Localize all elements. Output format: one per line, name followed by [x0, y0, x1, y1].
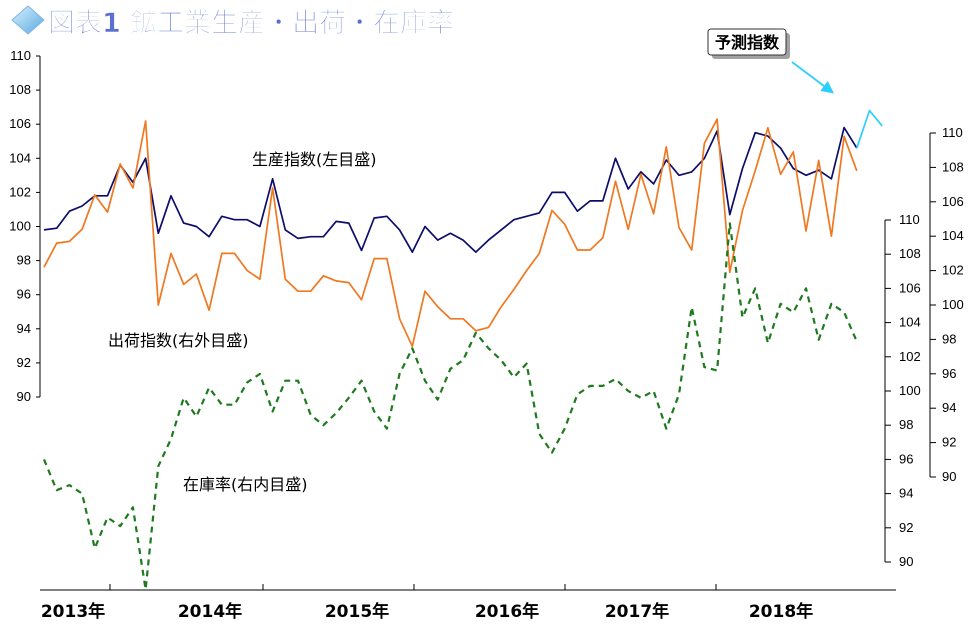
inventory-label: 在庫率(右内目盛)	[183, 475, 308, 494]
right-outer-tick-label: 98	[942, 331, 956, 346]
forecast-label: 予測指数	[715, 33, 780, 52]
inventory-series-line	[42, 222, 858, 591]
x-tick-label: 2015年	[325, 601, 389, 622]
x-tick-label: 2018年	[749, 601, 813, 622]
shipment-label: 出荷指数(右外目盛)	[108, 331, 249, 350]
left-tick-label: 102	[9, 184, 31, 199]
right-inner-tick-label: 90	[899, 554, 913, 569]
forecast-callout: 予測指数	[707, 28, 835, 94]
left-tick-label: 100	[9, 219, 31, 234]
production-label: 生産指数(左目盛)	[252, 150, 377, 169]
right-inner-tick-label: 106	[899, 280, 921, 295]
right-inner-tick-label: 96	[899, 451, 913, 466]
diamond-icon	[11, 5, 45, 35]
right-outer-tick-label: 96	[942, 366, 956, 381]
forecast-label-box	[707, 28, 787, 56]
left-tick-label: 110	[10, 48, 31, 63]
left-tick-label: 98	[17, 253, 31, 268]
right-outer-tick-label: 110	[942, 125, 963, 140]
right-inner-tick-label: 102	[899, 349, 921, 364]
production-series-line	[43, 126, 858, 253]
right-outer-tick-label: 90	[942, 469, 956, 484]
right-inner-tick-label: 108	[899, 246, 921, 261]
chart-title: 図表1 鉱工業生産・出荷・在庫率	[11, 5, 454, 39]
x-tick-label: 2013年	[41, 601, 105, 622]
left-tick-label: 90	[17, 389, 31, 404]
left-tick-label: 94	[17, 321, 31, 336]
shipment-series-line	[43, 118, 858, 348]
right-inner-axis-ticks: 90 92 94 96 98 100 102 104 106 108 110	[885, 212, 921, 569]
right-inner-tick-label: 98	[899, 417, 913, 432]
right-outer-tick-label: 102	[942, 263, 964, 278]
forecast-arrow	[791, 61, 835, 94]
right-inner-tick-label: 100	[899, 383, 921, 398]
right-inner-tick-label: 94	[899, 486, 913, 501]
right-outer-tick-label: 94	[942, 400, 956, 415]
x-tick-label: 2014年	[178, 601, 242, 622]
left-tick-label: 108	[9, 82, 31, 97]
right-inner-tick-label: 92	[899, 520, 913, 535]
right-outer-tick-label: 108	[942, 159, 964, 174]
x-tick-label: 2017年	[605, 601, 669, 622]
left-axis-ticks: 90 92 94 96 98 100 102 104 106 108 110	[9, 48, 40, 404]
x-tick-label: 2016年	[475, 601, 539, 622]
left-tick-label: 104	[9, 150, 31, 165]
right-inner-tick-label: 110	[899, 212, 920, 227]
right-outer-axis-ticks: 90 92 94 96 98 100 102 104 106 108 110	[930, 125, 964, 484]
right-inner-tick-label: 104	[899, 315, 921, 330]
right-outer-tick-label: 106	[942, 194, 964, 209]
left-tick-label: 106	[9, 116, 31, 131]
left-tick-label: 96	[17, 287, 31, 302]
chart-title-text: 図表1 鉱工業生産・出荷・在庫率	[48, 7, 454, 39]
x-axis-ticks: 2013年 2014年 2015年 2016年 2017年 2018年	[41, 584, 813, 622]
series-layer	[42, 109, 883, 591]
right-outer-tick-label: 104	[942, 228, 964, 243]
axes	[39, 56, 931, 591]
right-outer-tick-label: 92	[942, 435, 956, 450]
right-outer-tick-label: 100	[942, 297, 964, 312]
forecast-series-line	[855, 109, 883, 149]
left-tick-label: 92	[17, 355, 31, 370]
